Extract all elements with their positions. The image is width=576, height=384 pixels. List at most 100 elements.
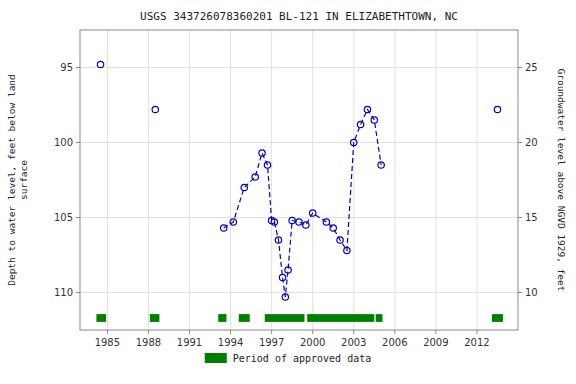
y2-tick [518,217,522,218]
x-tick [353,330,354,334]
x-tick [189,330,190,334]
grid-line [435,30,436,330]
point [357,121,363,127]
point [378,162,384,168]
point [230,219,236,225]
y-tick-label: 95 [60,62,73,73]
x-tick [312,330,313,334]
point [494,106,500,112]
x-tick [107,330,108,334]
plot-area [96,61,503,322]
grid-line [312,30,313,330]
x-tick-label: 1985 [95,337,120,348]
point [221,225,227,231]
y2-axis-label: Groundwater level above NGVD 1929, feet [556,68,567,291]
x-tick [271,330,272,334]
point [259,150,265,156]
point [282,294,288,300]
y2-tick-label: 20 [525,137,538,148]
y-tick [76,67,80,68]
grid-line [80,142,518,143]
point [323,219,329,225]
y2-axis: 10 15 20 25 [518,62,538,298]
y-tick-label: 105 [54,212,73,223]
grid-line [80,217,518,218]
y-tick-label: 110 [54,287,73,298]
y-axis: 95 100 105 110 [54,62,80,298]
title: USGS 343726078360201 BL-121 IN ELIZABETH… [140,10,458,23]
plot-frame [80,30,518,330]
x-tick-label: 2000 [300,337,325,348]
y2-tick [518,142,522,143]
x-tick-label: 2009 [423,337,448,348]
y-tick-label: 100 [54,137,73,148]
point [279,274,285,280]
point [309,210,315,216]
grid-line [80,67,518,68]
x-tick [476,330,477,334]
grid-line [476,30,477,330]
y2-tick-label: 25 [525,62,538,73]
grid-line [107,30,108,330]
y2-tick [518,67,522,68]
x-tick-label: 1991 [177,337,202,348]
point [271,219,277,225]
y-axis-label: Depth to water level, feet below landsur… [6,74,29,286]
x-tick-label: 1994 [218,337,243,348]
point [275,237,281,243]
x-tick-label: 2003 [341,337,366,348]
point [241,184,247,190]
point [344,247,350,253]
y-tick [76,292,80,293]
x-tick [394,330,395,334]
point [351,139,357,145]
approved-span [265,314,305,322]
y-tick [76,142,80,143]
point [364,106,370,112]
point [285,267,291,273]
point [264,162,270,168]
approved-span [96,314,106,322]
background [0,0,576,384]
grid-line [271,30,272,330]
point [303,222,309,228]
point [371,117,377,123]
y-tick [76,217,80,218]
y2-tick-label: 15 [525,212,538,223]
point [296,219,302,225]
y2-tick-label: 10 [525,287,538,298]
point [152,106,158,112]
x-tick-label: 2012 [464,337,489,348]
x-tick [230,330,231,334]
grid-line [353,30,354,330]
grid-line [80,292,518,293]
grid-line [230,30,231,330]
point [289,217,295,223]
point [252,174,258,180]
approved-span [307,314,374,322]
x-tick [148,330,149,334]
approved-span [239,314,250,322]
legend-swatch [205,353,227,363]
grid-line [394,30,395,330]
approved-span [376,314,383,322]
x-tick-label: 1997 [259,337,284,348]
x-tick [435,330,436,334]
legend-label: Period of approved data [233,353,371,364]
x-axis: 1985 1988 1991 1994 1997 2000 2003 2006 2009 2012 [95,330,490,348]
point [97,61,103,67]
approved-span [150,314,160,322]
y2-tick [518,292,522,293]
line [224,110,381,298]
point [337,237,343,243]
point [330,225,336,231]
chart: 1985 1988 1991 1994 1997 2000 2003 2006 2009 2012… [0,0,576,384]
grid [80,30,518,330]
legend: Period of approved data [205,353,371,364]
approved-span [492,314,503,322]
approved-span [218,314,226,322]
x-tick-label: 2006 [382,337,407,348]
x-tick-label: 1988 [136,337,161,348]
grid-line [148,30,149,330]
grid-line [189,30,190,330]
